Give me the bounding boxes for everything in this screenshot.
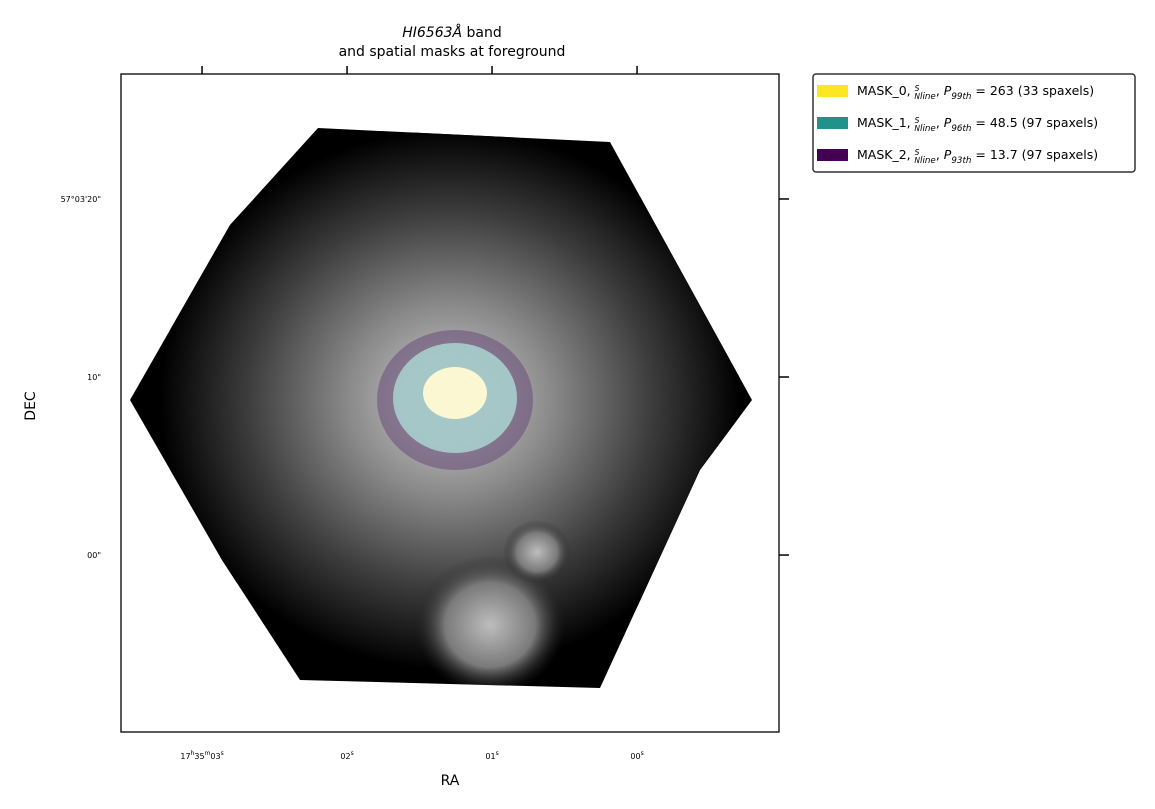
masks xyxy=(377,330,533,470)
text-part: s xyxy=(496,750,499,757)
text-part: P xyxy=(944,147,952,162)
legend-swatch xyxy=(817,149,848,161)
chart-title: and spatial masks at foreground xyxy=(339,44,566,60)
text-part: S xyxy=(915,116,920,125)
text-part: , xyxy=(936,115,944,130)
text-part: 17 xyxy=(180,752,190,761)
text-part: s xyxy=(221,750,224,757)
legend-frame xyxy=(812,73,1136,173)
text-part: 35 xyxy=(194,752,204,761)
text-part: 03 xyxy=(210,752,220,761)
text-part: MASK_0, xyxy=(857,83,915,98)
text-part: HI6563Å xyxy=(402,24,462,41)
text-part: 96th xyxy=(951,124,971,134)
legend-swatch xyxy=(817,85,848,97)
text-part: 01 xyxy=(485,752,495,761)
text-part: line xyxy=(920,92,936,102)
text-part: 00 xyxy=(630,752,640,761)
x-axis-label: RA xyxy=(441,773,460,789)
text-part: 00" xyxy=(87,551,101,560)
legend-swatch xyxy=(817,117,848,129)
y-tick-label: 00" xyxy=(87,551,101,560)
legend-label: MASK_0, S Nline, P99th = 263 (33 spaxels) xyxy=(857,83,1094,102)
text-part: band xyxy=(462,25,502,41)
text-part: m xyxy=(205,750,211,757)
text-part: , xyxy=(936,83,944,98)
emission-blob xyxy=(415,555,565,688)
text-part: = 263 (33 spaxels) xyxy=(971,83,1094,98)
text-part: MASK_2, xyxy=(857,147,915,162)
legend-label: MASK_2, S Nline, P93th = 13.7 (97 spaxels… xyxy=(857,147,1098,166)
legend-label: MASK_1, S Nline, P96th = 48.5 (97 spaxels… xyxy=(857,115,1098,134)
chart-title: HI6563Å band xyxy=(402,24,502,41)
text-part: line xyxy=(920,124,936,134)
text-part: N xyxy=(914,124,920,133)
text-part: s xyxy=(351,750,354,757)
text-part: 93th xyxy=(951,156,971,166)
text-part: N xyxy=(914,156,920,165)
text-part: 10" xyxy=(87,373,101,382)
text-part: h xyxy=(191,750,195,757)
text-part: P xyxy=(944,115,952,130)
x-tick-label: 17h35m03s xyxy=(180,750,223,761)
y-tick-label: 10" xyxy=(87,373,101,382)
text-part: P xyxy=(944,83,952,98)
text-part: s xyxy=(641,750,644,757)
x-tick-label: 02s xyxy=(340,750,353,761)
text-part: , xyxy=(936,147,944,162)
text-part: N xyxy=(914,92,920,101)
x-tick-label: 00s xyxy=(630,750,643,761)
y-tick-label: 57°03'20" xyxy=(61,195,101,204)
text-part: 57°03'20" xyxy=(61,195,101,204)
mask-region xyxy=(423,367,487,419)
text-part: MASK_1, xyxy=(857,115,915,130)
text-part: line xyxy=(920,156,936,166)
text-part: = 48.5 (97 spaxels) xyxy=(971,115,1098,130)
text-part: S xyxy=(915,84,920,93)
text-part: S xyxy=(915,148,920,157)
x-tick-label: 01s xyxy=(485,750,498,761)
emission-blob xyxy=(503,520,571,584)
text-part: and spatial masks at foreground xyxy=(339,44,566,60)
y-axis-label: DEC xyxy=(23,391,39,421)
text-part: 99th xyxy=(951,92,971,102)
text-part: 02 xyxy=(340,752,350,761)
text-part: = 13.7 (97 spaxels) xyxy=(971,147,1098,162)
axes-frame xyxy=(120,73,780,733)
